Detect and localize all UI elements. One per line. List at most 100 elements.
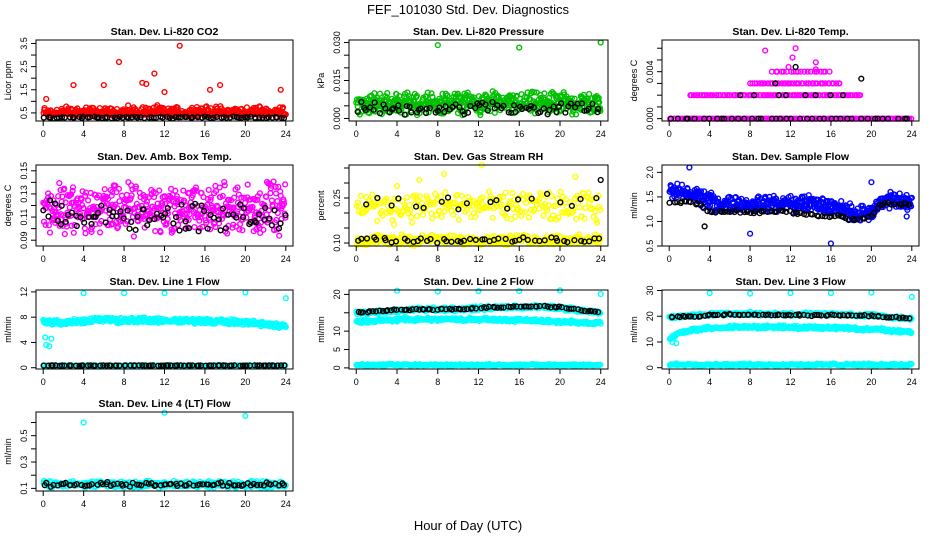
- data-point: [589, 100, 596, 108]
- data-point: [241, 114, 249, 121]
- data-point: [84, 197, 92, 204]
- y-tick-label: 8: [19, 315, 29, 320]
- x-tick-label: 24: [281, 129, 291, 139]
- data-point: [837, 92, 844, 99]
- data-point: [174, 104, 181, 111]
- x-tick-label: 20: [555, 254, 565, 264]
- data-point: [417, 105, 424, 112]
- data-point: [101, 186, 108, 193]
- data-point: [826, 68, 833, 75]
- data-point: [170, 220, 177, 227]
- data-point: [502, 189, 509, 196]
- y-tick-label: 0.000: [332, 107, 342, 130]
- data-point: [129, 186, 136, 193]
- x-tick-label: 0: [667, 129, 672, 139]
- data-point: [217, 81, 224, 89]
- x-tick-label: 20: [555, 129, 565, 139]
- panel-title: Stan. Dev. Line 1 Flow: [109, 276, 220, 288]
- y-tick-label: 0.030: [332, 31, 342, 54]
- panel-title: Stan. Dev. Li-820 Pressure: [413, 26, 544, 38]
- data-point: [175, 221, 182, 229]
- data-point: [279, 104, 287, 111]
- x-tick-label: 4: [707, 129, 712, 139]
- data-point: [516, 44, 523, 51]
- data-point: [244, 114, 251, 121]
- data-point: [68, 191, 75, 198]
- data-point: [42, 334, 49, 341]
- data-point: [772, 80, 779, 87]
- y-axis-label: ml/min: [316, 316, 326, 343]
- data-point: [108, 192, 115, 199]
- data-point: [578, 106, 585, 114]
- data-point: [563, 203, 570, 210]
- y-tick-label: 2.5: [19, 60, 29, 73]
- data-point: [573, 216, 580, 223]
- y-axis-label: percent: [316, 190, 326, 221]
- data-point: [282, 295, 289, 302]
- data-point: [371, 90, 378, 97]
- panel: Stan. Dev. Amb. Box Temp.degrees C0 4 8 12 1…: [3, 151, 294, 264]
- y-axis-label: degrees C: [629, 59, 639, 101]
- data-point: [174, 201, 181, 208]
- data-point: [666, 199, 673, 206]
- data-point: [440, 170, 448, 178]
- data-point: [43, 95, 50, 103]
- data-point: [166, 114, 173, 121]
- data-point: [792, 45, 799, 52]
- points: [666, 45, 915, 122]
- data-point: [267, 190, 274, 197]
- data-point: [70, 114, 78, 121]
- data-point: [434, 107, 442, 114]
- data-point: [442, 103, 449, 110]
- y-axis-label: Licor ppm: [3, 61, 13, 101]
- x-tick-label: 0: [354, 129, 359, 139]
- data-point: [505, 109, 512, 116]
- data-point: [782, 92, 790, 99]
- data-point: [789, 54, 796, 61]
- data-point: [406, 103, 413, 110]
- x-tick-label: 24: [907, 129, 917, 139]
- data-point: [423, 105, 430, 112]
- data-point: [432, 190, 439, 198]
- data-point: [157, 229, 164, 236]
- x-tick-label: 8: [122, 254, 127, 264]
- data-point: [354, 108, 361, 115]
- y-tick-label: 0.11: [19, 209, 29, 226]
- data-point: [500, 102, 507, 109]
- data-point: [395, 107, 403, 114]
- data-point: [47, 114, 54, 121]
- y-tick-label: 4: [19, 340, 29, 345]
- data-point: [838, 198, 845, 205]
- points: [353, 39, 604, 119]
- data-point: [787, 80, 795, 87]
- data-point: [376, 90, 384, 97]
- x-tick-label: 4: [81, 377, 86, 387]
- y-tick-label: 1.5: [645, 191, 655, 204]
- data-point: [403, 102, 410, 110]
- x-tick-label: 0: [41, 129, 46, 139]
- points: [353, 287, 604, 370]
- data-point: [569, 111, 576, 118]
- data-point: [132, 226, 139, 234]
- data-point: [801, 68, 808, 75]
- data-point: [571, 95, 578, 102]
- x-tick-label: 8: [748, 254, 753, 264]
- data-point: [531, 110, 539, 117]
- data-point: [201, 113, 208, 120]
- data-point: [115, 58, 123, 66]
- y-axis-label: kPa: [316, 73, 326, 89]
- panel: Stan. Dev. Li-820 Temp.degrees C0 4 8 12 16 2…: [629, 26, 920, 139]
- data-point: [46, 229, 54, 236]
- data-point: [438, 213, 445, 221]
- data-point: [139, 104, 146, 111]
- y-tick-label: 12: [19, 287, 29, 297]
- data-point: [827, 240, 835, 247]
- x-tick-label: 16: [826, 254, 836, 264]
- x-tick-label: 16: [514, 254, 524, 264]
- data-point: [703, 92, 711, 99]
- data-point: [472, 104, 479, 112]
- data-point: [572, 111, 580, 118]
- data-point: [159, 200, 166, 207]
